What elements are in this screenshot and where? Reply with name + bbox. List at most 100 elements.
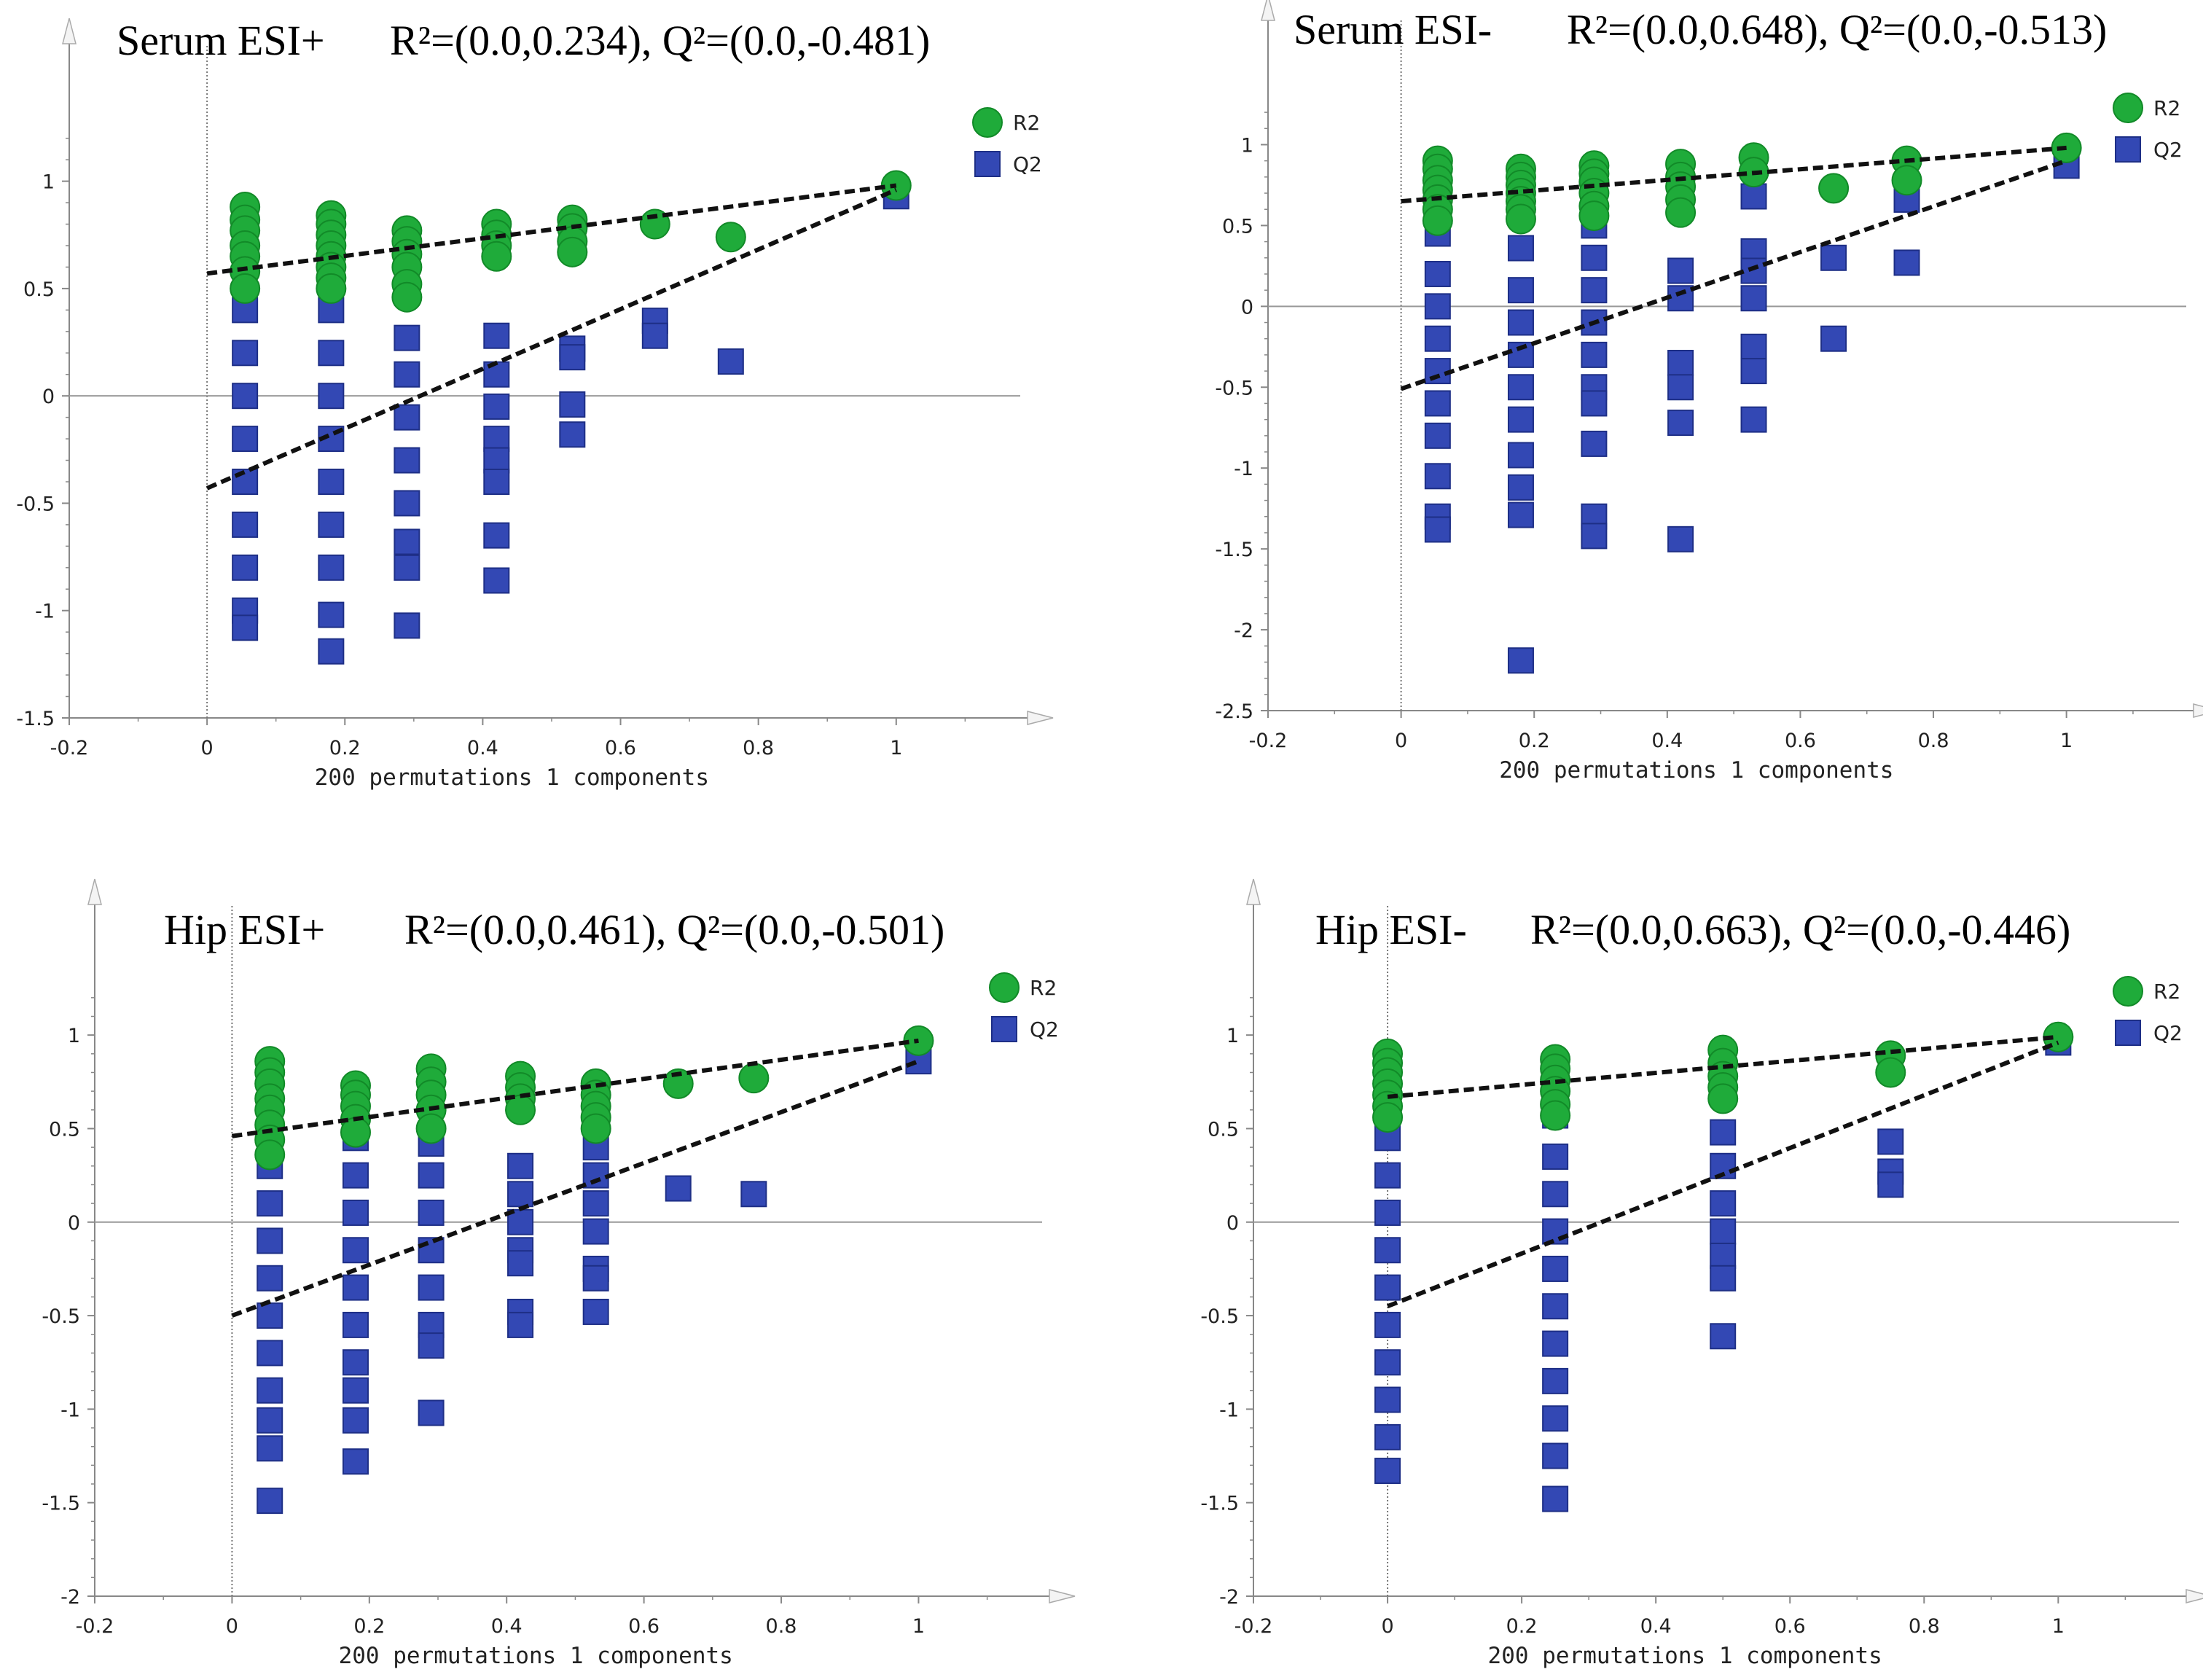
x-tick-label: -0.2 bbox=[1249, 730, 1288, 752]
q2-point bbox=[1581, 341, 1608, 368]
q2-point bbox=[1424, 463, 1451, 490]
q2-point bbox=[1542, 1218, 1569, 1245]
y-tick-label: -1.5 bbox=[42, 1493, 80, 1515]
q2-point bbox=[257, 1265, 283, 1292]
q2-point bbox=[1667, 526, 1694, 552]
y-tick-label: -0.5 bbox=[1215, 377, 1253, 399]
q2-point bbox=[394, 324, 420, 351]
legend-q2-marker bbox=[2115, 1020, 2141, 1046]
q2-point bbox=[394, 528, 420, 555]
x-tick-label: 1 bbox=[912, 1615, 925, 1638]
chart-stats: R²=(0.0,0.234), Q²=(0.0,-0.481) bbox=[390, 17, 930, 64]
q2-point bbox=[232, 383, 259, 410]
r2-point bbox=[1891, 165, 1922, 196]
axes bbox=[1253, 894, 2197, 1597]
q2-point bbox=[318, 601, 345, 628]
r2-regression-line bbox=[231, 1038, 919, 1138]
x-tick-label: 0 bbox=[226, 1615, 238, 1638]
q2-point bbox=[318, 469, 345, 495]
r2-point bbox=[1540, 1100, 1571, 1131]
x-axis-arrow bbox=[2186, 1589, 2203, 1603]
q2-point bbox=[1740, 183, 1767, 210]
q2-point bbox=[1820, 244, 1847, 271]
q2-point bbox=[1877, 1128, 1904, 1155]
r2-point bbox=[391, 281, 423, 313]
q2-point bbox=[1820, 325, 1847, 352]
q2-point bbox=[318, 383, 345, 410]
y-tick-label: -0.5 bbox=[42, 1305, 80, 1328]
chart-stats: R²=(0.0,0.461), Q²=(0.0,-0.501) bbox=[404, 906, 944, 953]
q2-point bbox=[257, 1407, 283, 1434]
q2-point bbox=[232, 614, 259, 641]
q2-point bbox=[342, 1407, 369, 1434]
q2-point bbox=[1374, 1199, 1401, 1226]
q2-point bbox=[342, 1377, 369, 1404]
x-tick-label: 0.6 bbox=[628, 1615, 660, 1638]
r2-point bbox=[662, 1068, 694, 1099]
x-tick-label: 0 bbox=[201, 737, 214, 759]
q2-point bbox=[1877, 1171, 1904, 1198]
r2-point bbox=[230, 273, 261, 304]
q2-point bbox=[1542, 1181, 1569, 1208]
q2-point bbox=[1581, 244, 1608, 271]
r2-point bbox=[505, 1094, 536, 1125]
y-tick-label: 0.5 bbox=[1222, 215, 1253, 238]
q2-point bbox=[257, 1340, 283, 1367]
q2-point bbox=[740, 1181, 767, 1208]
chart-stats: R²=(0.0,0.648), Q²=(0.0,-0.513) bbox=[1567, 6, 2107, 53]
x-axis-arrow bbox=[1049, 1589, 1076, 1603]
legend: R2 Q2 bbox=[972, 107, 1042, 177]
legend-r2-marker bbox=[972, 107, 1003, 138]
chart-panel-3: -0.2 0 0.2 0.4 0.6 0.8 1 -2 -1.5 -1 -0.5 0 0.5 1 200 p… bbox=[42, 878, 1076, 1669]
x-tick-label: 0.8 bbox=[1909, 1615, 1940, 1638]
q2-point bbox=[1667, 349, 1694, 376]
q2-point bbox=[1740, 285, 1767, 312]
legend-q2-label: Q2 bbox=[2153, 1021, 2183, 1045]
r2-point bbox=[1372, 1102, 1404, 1133]
q2-point bbox=[418, 1399, 445, 1426]
q2-point bbox=[1542, 1405, 1569, 1432]
q2-point bbox=[342, 1237, 369, 1264]
legend-q2-label: Q2 bbox=[1030, 1017, 1059, 1042]
q2-point bbox=[1710, 1218, 1737, 1245]
y-tick-label: 0 bbox=[1241, 296, 1253, 319]
y-tick-label: 0.5 bbox=[1208, 1118, 1239, 1141]
q2-point bbox=[1424, 516, 1451, 543]
q2-point bbox=[1374, 1386, 1401, 1413]
legend-r2-label: R2 bbox=[2153, 980, 2180, 1004]
legend-r2-marker bbox=[989, 972, 1020, 1003]
y-tick-label: -1.5 bbox=[1215, 539, 1253, 561]
q2-point bbox=[257, 1488, 283, 1515]
q2-point bbox=[1374, 1349, 1401, 1376]
legend-r2-label: R2 bbox=[2153, 96, 2180, 120]
q2-point bbox=[232, 340, 259, 367]
y-tick-label: 1 bbox=[1226, 1025, 1239, 1047]
y-tick-label: -2.5 bbox=[1215, 700, 1253, 723]
r2-point bbox=[415, 1113, 447, 1144]
q2-point bbox=[1542, 1293, 1569, 1320]
y-tick-label: -1 bbox=[60, 1399, 80, 1421]
q2-point bbox=[507, 1250, 534, 1277]
q2-point bbox=[1507, 647, 1534, 674]
q2-point bbox=[257, 1227, 283, 1254]
y-tick-label: 0.5 bbox=[49, 1118, 80, 1141]
legend-r2-label: R2 bbox=[1013, 111, 1040, 135]
q2-point bbox=[641, 322, 668, 349]
r2-point bbox=[1422, 205, 1453, 236]
q2-point bbox=[1424, 358, 1451, 385]
q2-point bbox=[257, 1190, 283, 1217]
y-tick-label: -1.5 bbox=[1200, 1493, 1239, 1515]
x-tick-label: 0.6 bbox=[605, 737, 636, 759]
q2-point bbox=[507, 1181, 534, 1208]
q2-point bbox=[483, 322, 510, 349]
q2-point bbox=[1740, 406, 1767, 433]
r2-point bbox=[580, 1113, 611, 1144]
y-tick-label: 0 bbox=[68, 1212, 80, 1235]
x-tick-label: 0.4 bbox=[467, 737, 498, 759]
q2-point bbox=[257, 1377, 283, 1404]
chart-panel-4: -0.2 0 0.2 0.4 0.6 0.8 1 -2 -1.5 -1 -0.5 0 0.5 1 200 p… bbox=[1200, 878, 2203, 1669]
q2-point bbox=[1374, 1311, 1401, 1338]
y-tick-label: -1 bbox=[1219, 1399, 1239, 1421]
q2-point bbox=[1542, 1255, 1569, 1282]
q2-point bbox=[257, 1435, 283, 1462]
